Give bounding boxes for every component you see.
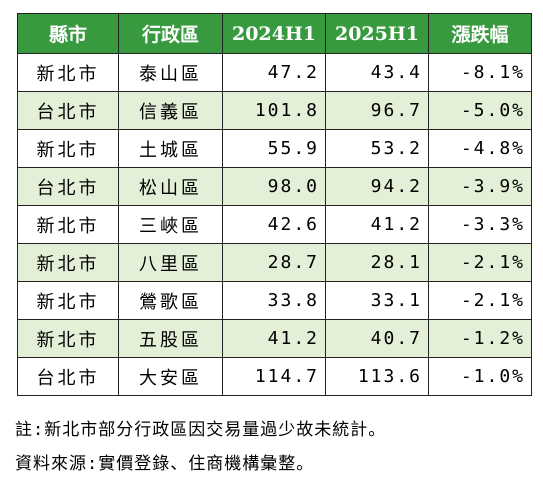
cell-county: 新北市 [17, 243, 119, 282]
table-header-row: 縣市 行政區 2024H1 2025H1 漲跌幅 [17, 13, 532, 54]
cell-change: -1.0% [428, 357, 532, 396]
cell-district: 信義區 [118, 91, 223, 130]
cell-2025h1: 40.7 [325, 319, 429, 358]
cell-district: 泰山區 [118, 53, 223, 92]
table-row: 新北市 土城區 55.9 53.2 -4.8% [17, 129, 532, 168]
table-row: 新北市 五股區 41.2 40.7 -1.2% [17, 319, 532, 358]
cell-district: 松山區 [118, 167, 223, 206]
note-text: 註:新北市部分行政區因交易量過少故未統計。 [15, 420, 387, 440]
cell-change: -2.1% [428, 243, 532, 282]
cell-change: -2.1% [428, 281, 532, 320]
cell-2025h1: 96.7 [325, 91, 429, 130]
cell-district: 鶯歌區 [118, 281, 223, 320]
table-row: 台北市 信義區 101.8 96.7 -5.0% [17, 91, 532, 130]
source-text: 資料來源:實價登錄、住商機構彙整。 [15, 454, 315, 474]
cell-2025h1: 113.6 [325, 357, 429, 396]
header-county: 縣市 [17, 13, 119, 54]
cell-2025h1: 53.2 [325, 129, 429, 168]
cell-county: 台北市 [17, 357, 119, 396]
cell-district: 大安區 [118, 357, 223, 396]
cell-district: 八里區 [118, 243, 223, 282]
cell-2024h1: 47.2 [222, 53, 326, 92]
cell-county: 台北市 [17, 91, 119, 130]
table-row: 新北市 八里區 28.7 28.1 -2.1% [17, 243, 532, 282]
price-change-table: 縣市 行政區 2024H1 2025H1 漲跌幅 新北市 泰山區 47.2 43… [17, 13, 532, 396]
table-row: 台北市 大安區 114.7 113.6 -1.0% [17, 357, 532, 396]
header-2025h1: 2025H1 [325, 13, 429, 54]
cell-change: -3.3% [428, 205, 532, 244]
cell-2024h1: 98.0 [222, 167, 326, 206]
cell-2025h1: 94.2 [325, 167, 429, 206]
cell-change: -1.2% [428, 319, 532, 358]
cell-county: 新北市 [17, 129, 119, 168]
cell-county: 台北市 [17, 167, 119, 206]
cell-2024h1: 42.6 [222, 205, 326, 244]
cell-county: 新北市 [17, 53, 119, 92]
cell-2025h1: 41.2 [325, 205, 429, 244]
cell-change: -5.0% [428, 91, 532, 130]
cell-2024h1: 28.7 [222, 243, 326, 282]
cell-2025h1: 43.4 [325, 53, 429, 92]
cell-change: -3.9% [428, 167, 532, 206]
header-district: 行政區 [118, 13, 223, 54]
table-row: 新北市 鶯歌區 33.8 33.1 -2.1% [17, 281, 532, 320]
cell-change: -8.1% [428, 53, 532, 92]
cell-county: 新北市 [17, 319, 119, 358]
price-change-table-container: 縣市 行政區 2024H1 2025H1 漲跌幅 新北市 泰山區 47.2 43… [17, 13, 532, 396]
table-row: 新北市 泰山區 47.2 43.4 -8.1% [17, 53, 532, 92]
header-2024h1: 2024H1 [222, 13, 326, 54]
cell-district: 土城區 [118, 129, 223, 168]
cell-district: 三峽區 [118, 205, 223, 244]
cell-county: 新北市 [17, 281, 119, 320]
cell-2024h1: 114.7 [222, 357, 326, 396]
table-row: 台北市 松山區 98.0 94.2 -3.9% [17, 167, 532, 206]
cell-2024h1: 101.8 [222, 91, 326, 130]
cell-2025h1: 33.1 [325, 281, 429, 320]
cell-county: 新北市 [17, 205, 119, 244]
cell-2024h1: 55.9 [222, 129, 326, 168]
table-row: 新北市 三峽區 42.6 41.2 -3.3% [17, 205, 532, 244]
cell-change: -4.8% [428, 129, 532, 168]
cell-district: 五股區 [118, 319, 223, 358]
cell-2025h1: 28.1 [325, 243, 429, 282]
cell-2024h1: 41.2 [222, 319, 326, 358]
footnotes: 註:新北市部分行政區因交易量過少故未統計。 資料來源:實價登錄、住商機構彙整。 [15, 413, 386, 481]
header-change: 漲跌幅 [428, 13, 532, 54]
cell-2024h1: 33.8 [222, 281, 326, 320]
